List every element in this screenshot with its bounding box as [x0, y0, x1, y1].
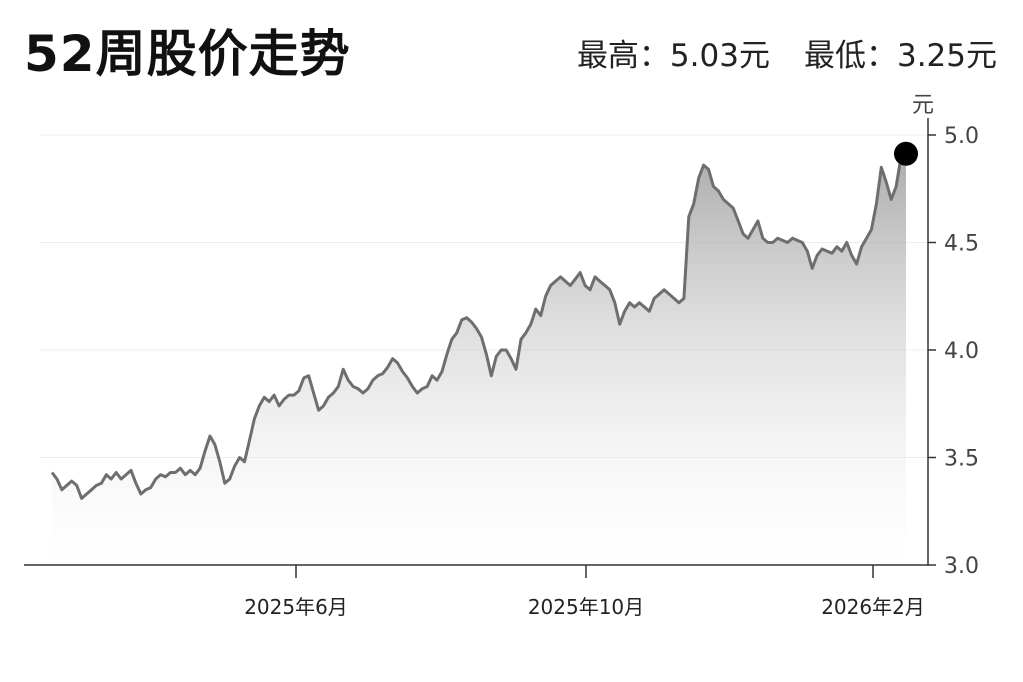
y-tick-label: 4.0	[944, 339, 979, 364]
x-tick-label: 2026年2月	[821, 595, 925, 619]
y-tick-label: 4.5	[944, 232, 979, 257]
x-tick-label: 2025年10月	[528, 595, 644, 619]
price-line	[50, 145, 908, 500]
price-stats: 最高：5.03元 最低：3.25元	[577, 30, 997, 75]
latest-price-marker	[894, 141, 918, 166]
y-tick-label: 3.0	[944, 554, 979, 579]
x-tick-label: 2025年6月	[244, 595, 348, 619]
low-price-label: 最低：3.25元	[803, 38, 997, 74]
high-price-label: 最高：5.03元	[576, 38, 770, 74]
y-axis-ticks: 3.0 3.5 4.0 4.5 5.0	[928, 124, 979, 579]
x-axis-ticks: 2025年6月 2025年10月 2026年2月	[244, 565, 925, 619]
y-tick-label: 5.0	[944, 124, 979, 149]
chart-title: 52周股价走势	[24, 25, 351, 83]
y-axis-unit-label: 元	[912, 93, 934, 118]
y-tick-label: 3.5	[944, 447, 979, 472]
price-area-fill	[52, 145, 906, 565]
